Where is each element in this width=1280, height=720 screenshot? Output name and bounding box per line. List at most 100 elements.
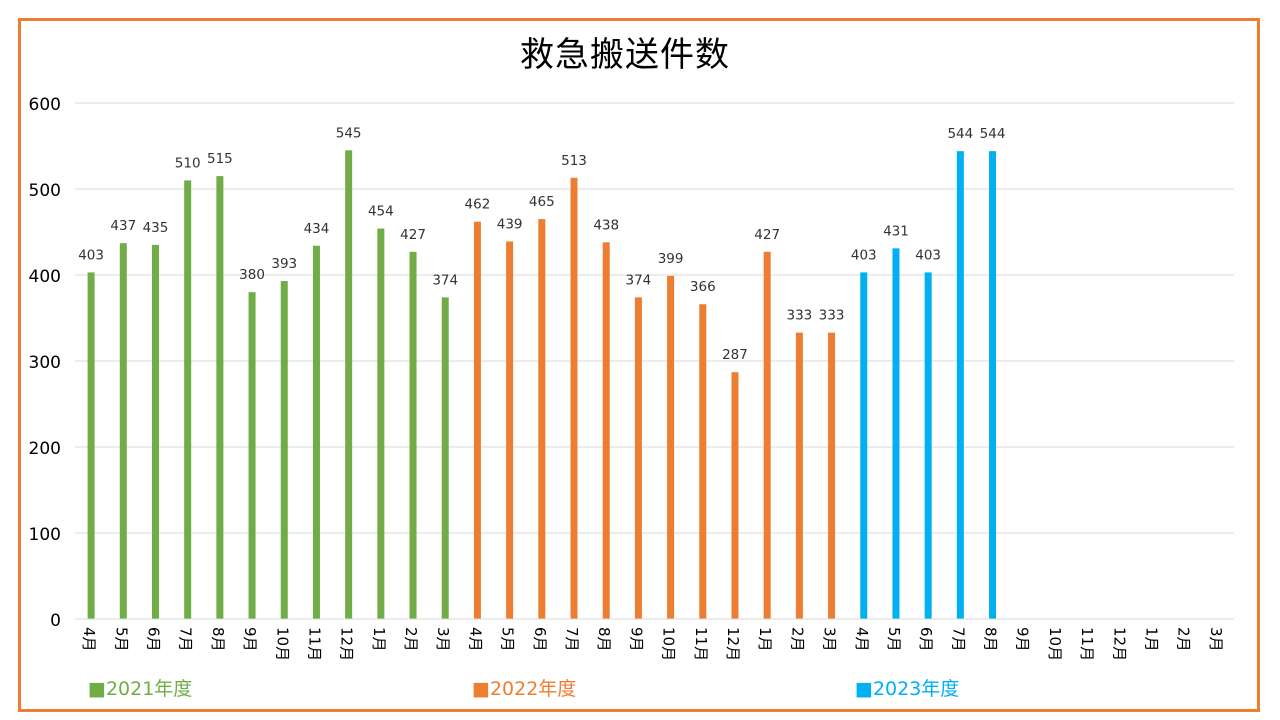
svg-text:4月: 4月 xyxy=(466,627,484,652)
data-label: 333 xyxy=(786,308,812,324)
svg-text:8月: 8月 xyxy=(595,627,613,652)
x-tick-label: 2月 xyxy=(788,627,806,652)
data-label: 439 xyxy=(497,216,523,232)
x-tick-label: 4月 xyxy=(853,627,871,652)
x-tick-label: 11月 xyxy=(305,627,323,661)
x-tick-label: 3月 xyxy=(821,627,839,652)
data-label: 434 xyxy=(304,221,330,237)
svg-text:10月: 10月 xyxy=(660,627,678,661)
bar xyxy=(731,372,739,619)
data-label: 431 xyxy=(883,223,909,239)
x-tick-label: 12月 xyxy=(338,627,356,661)
y-tick-label: 500 xyxy=(29,181,61,201)
bar xyxy=(763,251,771,619)
data-label: 287 xyxy=(722,347,748,363)
bar xyxy=(956,151,964,619)
svg-text:2月: 2月 xyxy=(1175,627,1193,652)
bar xyxy=(248,292,256,619)
data-label: 399 xyxy=(658,251,684,267)
svg-text:1月: 1月 xyxy=(370,627,388,652)
svg-text:12月: 12月 xyxy=(724,627,742,661)
y-tick-label: 200 xyxy=(29,439,61,459)
svg-text:11月: 11月 xyxy=(1078,627,1096,661)
data-label: 403 xyxy=(851,247,877,263)
bar xyxy=(989,151,997,619)
svg-text:10月: 10月 xyxy=(1046,627,1064,661)
x-tick-label: 8月 xyxy=(209,627,227,652)
bar xyxy=(151,244,159,619)
y-tick-label: 300 xyxy=(29,353,61,373)
x-tick-label: 8月 xyxy=(982,627,1000,652)
data-label: 454 xyxy=(368,204,394,220)
svg-text:9月: 9月 xyxy=(1014,627,1032,652)
y-tick-label: 400 xyxy=(29,267,61,287)
svg-text:3月: 3月 xyxy=(1207,627,1225,652)
x-tick-label: 11月 xyxy=(692,627,710,661)
bar xyxy=(570,177,578,619)
x-tick-label: 6月 xyxy=(917,627,935,652)
x-tick-label: 12月 xyxy=(1110,627,1128,661)
svg-text:4月: 4月 xyxy=(853,627,871,652)
svg-text:1月: 1月 xyxy=(756,627,774,652)
bar xyxy=(409,251,417,619)
svg-text:5月: 5月 xyxy=(499,627,517,652)
x-tick-label: 1月 xyxy=(1143,627,1161,652)
x-tick-label: 6月 xyxy=(144,627,162,652)
svg-text:2月: 2月 xyxy=(788,627,806,652)
bar xyxy=(119,243,127,619)
svg-text:4月: 4月 xyxy=(80,627,98,652)
svg-text:12月: 12月 xyxy=(1110,627,1128,661)
svg-text:7月: 7月 xyxy=(177,627,195,652)
svg-text:6月: 6月 xyxy=(144,627,162,652)
svg-text:8月: 8月 xyxy=(209,627,227,652)
data-label: 380 xyxy=(239,267,265,283)
bar xyxy=(634,297,642,619)
x-tick-label: 6月 xyxy=(531,627,549,652)
y-tick-label: 0 xyxy=(50,611,61,631)
x-tick-label: 12月 xyxy=(724,627,742,661)
x-tick-label: 4月 xyxy=(466,627,484,652)
data-label: 366 xyxy=(690,279,716,295)
data-label: 545 xyxy=(336,125,362,141)
bar xyxy=(602,242,610,619)
legend-2021: ■2021年度 xyxy=(88,678,193,700)
x-tick-label: 10月 xyxy=(660,627,678,661)
bar xyxy=(280,281,288,619)
data-label: 544 xyxy=(947,126,973,142)
x-tick-label: 3月 xyxy=(434,627,452,652)
x-tick-label: 5月 xyxy=(499,627,517,652)
legend-2022: ■2022年度 xyxy=(472,678,577,700)
data-label: 435 xyxy=(143,220,169,236)
svg-text:5月: 5月 xyxy=(885,627,903,652)
data-label: 374 xyxy=(626,272,652,288)
x-tick-label: 9月 xyxy=(1014,627,1032,652)
bar xyxy=(473,221,481,619)
data-label: 427 xyxy=(754,227,780,243)
x-tick-label: 1月 xyxy=(370,627,388,652)
x-tick-label: 8月 xyxy=(595,627,613,652)
svg-text:11月: 11月 xyxy=(305,627,323,661)
data-label: 544 xyxy=(980,126,1006,142)
svg-text:7月: 7月 xyxy=(949,627,967,652)
x-tick-label: 1月 xyxy=(756,627,774,652)
x-tick-label: 2月 xyxy=(402,627,420,652)
y-tick-label: 600 xyxy=(29,95,61,115)
bar xyxy=(312,245,320,619)
svg-text:9月: 9月 xyxy=(627,627,645,652)
x-tick-label: 4月 xyxy=(80,627,98,652)
bar xyxy=(892,248,900,619)
svg-text:9月: 9月 xyxy=(241,627,259,652)
data-label: 393 xyxy=(271,256,297,272)
data-label: 462 xyxy=(465,197,491,213)
bar xyxy=(795,332,803,619)
data-label: 403 xyxy=(915,247,941,263)
x-tick-label: 10月 xyxy=(1046,627,1064,661)
bar xyxy=(345,150,353,620)
data-label: 465 xyxy=(529,194,555,210)
data-label: 437 xyxy=(110,218,136,234)
bar xyxy=(216,176,224,619)
data-label: 513 xyxy=(561,153,587,169)
data-label: 510 xyxy=(175,155,201,171)
svg-text:7月: 7月 xyxy=(563,627,581,652)
bar xyxy=(699,304,707,619)
